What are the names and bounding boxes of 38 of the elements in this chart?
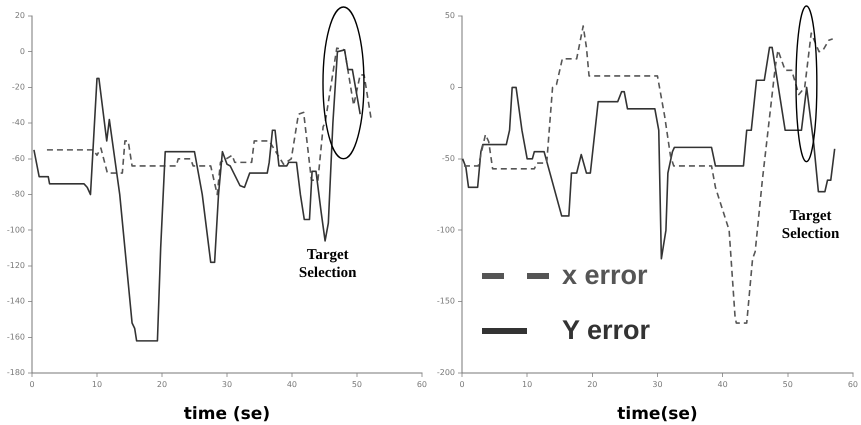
y-tick-label: 50 xyxy=(444,11,455,20)
y-tick-label: -50 xyxy=(442,154,455,163)
y-tick-label: -180 xyxy=(6,368,25,378)
annotation: Target Selection xyxy=(298,246,358,282)
y-tick-label: -80 xyxy=(12,190,25,199)
y-tick-label: -150 xyxy=(436,296,455,306)
x-tick-label: 30 xyxy=(652,380,663,389)
x-tick-label: 50 xyxy=(782,380,793,389)
y-tick-label: -20 xyxy=(12,82,25,92)
x-tick-label: 10 xyxy=(522,380,532,389)
x-tick-label: 0 xyxy=(459,380,465,389)
y-tick-label: -120 xyxy=(6,260,25,270)
x-axis-title: time (se) xyxy=(184,404,270,424)
y-tick-label: 20 xyxy=(14,11,25,20)
y-tick-label: -40 xyxy=(12,118,25,128)
legend-label: Y error xyxy=(562,315,650,346)
line-series xyxy=(46,47,372,196)
x-tick-label: 60 xyxy=(416,380,428,389)
y-tick-label: 0 xyxy=(20,46,25,56)
x-tick-label: 20 xyxy=(156,380,168,389)
x-axis-title: time(se) xyxy=(617,404,698,424)
y-tick-label: -100 xyxy=(436,225,455,234)
x-tick-label: 40 xyxy=(718,380,728,389)
y-tick-label: -100 xyxy=(6,225,25,234)
legend-label: x error xyxy=(562,260,648,291)
x-tick-label: 0 xyxy=(29,380,35,389)
annotation: Target Selection xyxy=(780,207,840,244)
y-tick-label: 0 xyxy=(450,82,455,92)
x-tick-label: 30 xyxy=(222,380,232,389)
y-tick-label: -140 xyxy=(6,296,25,306)
x-tick-label: 50 xyxy=(352,380,362,389)
x-tick-label: 10 xyxy=(92,380,102,389)
y-tick-label: -60 xyxy=(12,154,25,163)
x-tick-label: 40 xyxy=(286,380,298,389)
y-tick-label: -160 xyxy=(6,332,25,342)
y-tick-label: -200 xyxy=(436,368,455,378)
x-tick-label: 20 xyxy=(587,380,598,389)
x-tick-label: 60 xyxy=(848,380,858,389)
